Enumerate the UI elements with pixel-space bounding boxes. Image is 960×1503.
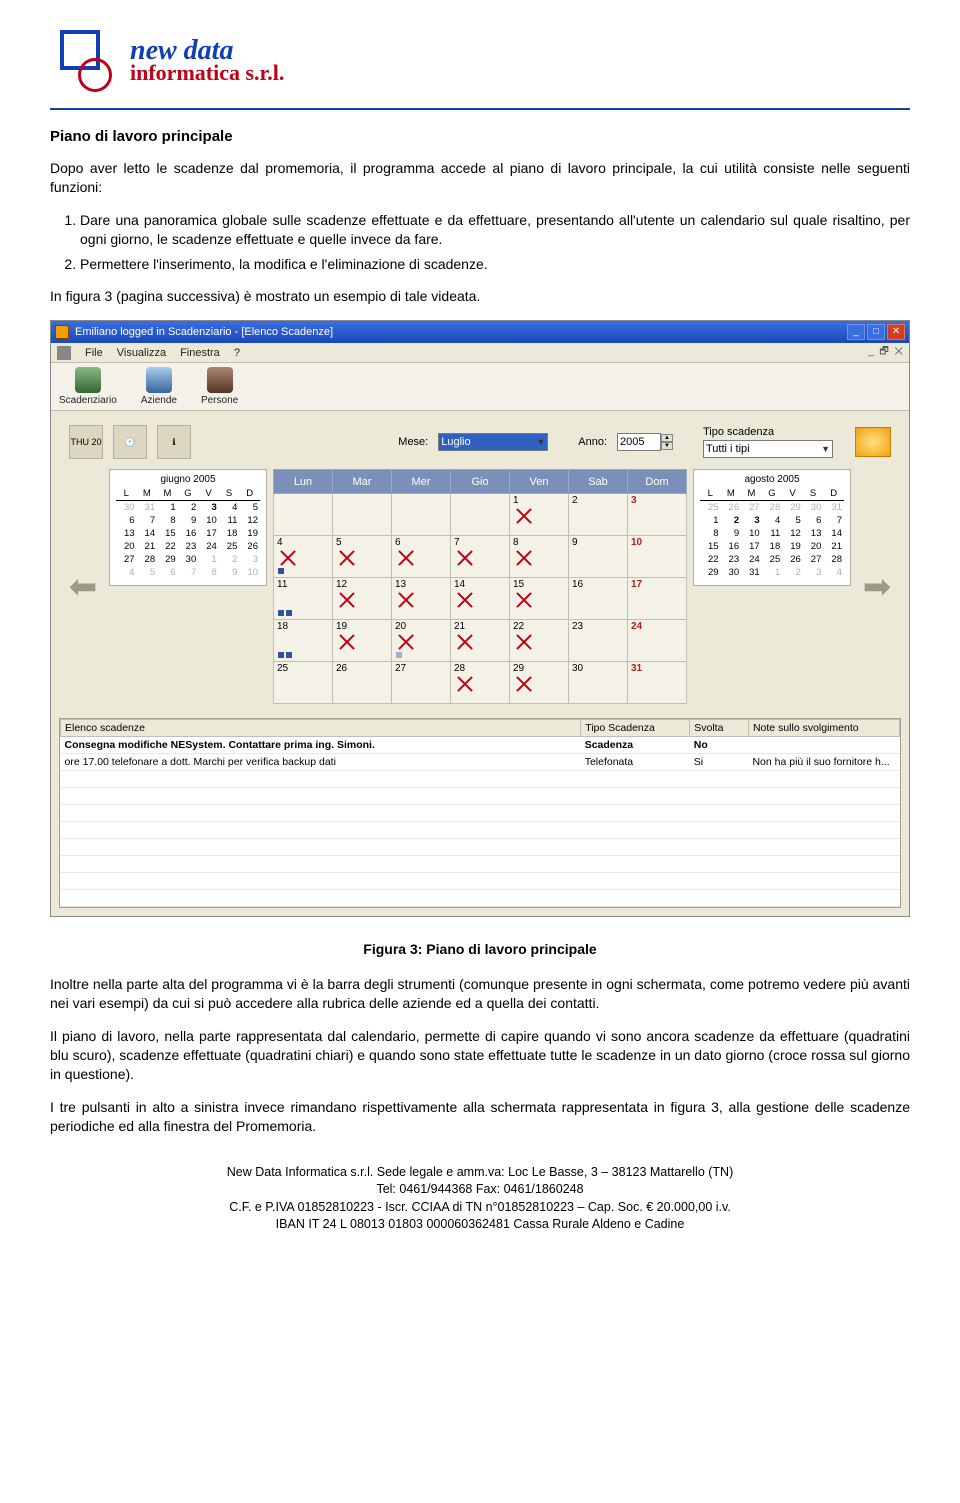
- close-button[interactable]: ✕: [887, 324, 905, 340]
- toolbar: Scadenziario Aziende Persone: [51, 363, 909, 411]
- intro-paragraph: Dopo aver letto le scadenze dal promemor…: [50, 159, 910, 197]
- page-footer: New Data Informatica s.r.l. Sede legale …: [50, 1164, 910, 1234]
- clock-icon[interactable]: 🕑: [113, 425, 147, 459]
- menu-finestra[interactable]: Finestra: [180, 347, 220, 359]
- minimize-button[interactable]: _: [847, 324, 865, 340]
- main-calendar[interactable]: LunMarMerGioVenSabDom1234567891011121314…: [273, 469, 687, 704]
- feature-list: Dare una panoramica globale sulle scaden…: [80, 211, 910, 274]
- mini-calendar-next[interactable]: agosto 2005 LMMGVSD252627282930311234567…: [693, 469, 851, 586]
- mini-calendar-prev[interactable]: giugno 2005 LMMGVSD303112345678910111213…: [109, 469, 267, 586]
- envelope-icon[interactable]: [855, 427, 891, 457]
- control-bar: THU 20 🕑 ℹ Mese: Luglio▼ Anno: 2005 ▲▼ T…: [59, 419, 901, 469]
- paragraph: In figura 3 (pagina successiva) è mostra…: [50, 287, 910, 306]
- anno-label: Anno:: [578, 436, 607, 448]
- day-icon[interactable]: THU 20: [69, 425, 103, 459]
- company-logo: new data informatica s.r.l.: [50, 30, 910, 90]
- mdi-controls[interactable]: _ 🗗 ✕: [868, 344, 903, 361]
- list-item: Dare una panoramica globale sulle scaden…: [80, 211, 910, 249]
- section-title: Piano di lavoro principale: [50, 128, 910, 145]
- tipo-label: Tipo scadenza: [703, 426, 833, 438]
- logo-line2: informatica s.r.l.: [130, 63, 284, 83]
- next-month-arrow[interactable]: ➡: [857, 567, 897, 607]
- person-icon: [207, 367, 233, 393]
- mini-cal-title: agosto 2005: [700, 474, 844, 485]
- scadenze-list[interactable]: Elenco scadenzeTipo ScadenzaSvoltaNote s…: [59, 718, 901, 908]
- figure-caption: Figura 3: Piano di lavoro principale: [50, 941, 910, 957]
- app-icon: [55, 325, 69, 339]
- logo-mark: [50, 30, 120, 90]
- prev-month-arrow[interactable]: ⬅: [63, 567, 103, 607]
- list-item: Permettere l'inserimento, la modifica e …: [80, 255, 910, 274]
- window-titlebar: Emiliano logged in Scadenziario - [Elenc…: [51, 321, 909, 343]
- logo-line1: new data: [130, 38, 284, 63]
- toolbar-scadenziario[interactable]: Scadenziario: [59, 367, 117, 406]
- mese-label: Mese:: [398, 436, 428, 448]
- paragraph: I tre pulsanti in alto a sinistra invece…: [50, 1098, 910, 1136]
- anno-spinner[interactable]: 2005 ▲▼: [617, 433, 673, 451]
- app-screenshot: Emiliano logged in Scadenziario - [Elenc…: [50, 320, 910, 917]
- info-icon[interactable]: ℹ: [157, 425, 191, 459]
- calendar-icon: [75, 367, 101, 393]
- toolbar-persone[interactable]: Persone: [201, 367, 238, 406]
- menu-file[interactable]: File: [85, 347, 103, 359]
- mdi-icon: [57, 346, 71, 360]
- paragraph: Il piano di lavoro, nella parte rapprese…: [50, 1027, 910, 1084]
- maximize-button[interactable]: □: [867, 324, 885, 340]
- menu-visualizza[interactable]: Visualizza: [117, 347, 166, 359]
- window-title: Emiliano logged in Scadenziario - [Elenc…: [75, 326, 333, 338]
- tipo-combo[interactable]: Tutti i tipi▼: [703, 440, 833, 458]
- menu-bar: File Visualizza Finestra ? _ 🗗 ✕: [51, 343, 909, 363]
- paragraph: Inoltre nella parte alta del programma v…: [50, 975, 910, 1013]
- building-icon: [146, 367, 172, 393]
- mini-cal-title: giugno 2005: [116, 474, 260, 485]
- menu-help[interactable]: ?: [234, 347, 240, 359]
- header-rule: [50, 108, 910, 110]
- mese-combo[interactable]: Luglio▼: [438, 433, 548, 451]
- toolbar-aziende[interactable]: Aziende: [141, 367, 177, 406]
